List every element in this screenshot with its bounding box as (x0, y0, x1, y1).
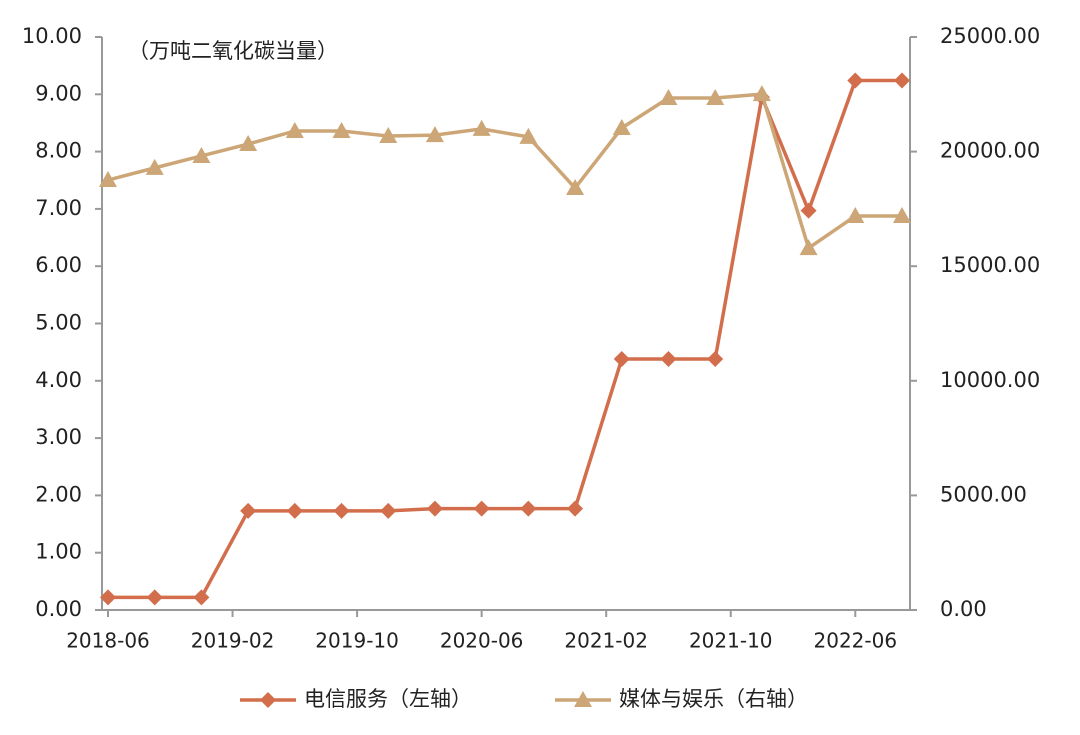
y-tick-label: 3.00 (35, 425, 82, 449)
y-tick-label: 0.00 (35, 597, 82, 621)
marker (893, 207, 911, 224)
marker (146, 589, 163, 606)
marker (799, 239, 818, 256)
marker (612, 118, 631, 135)
legend-label: 媒体与娱乐（右轴） (619, 687, 808, 711)
marker (566, 179, 585, 196)
marker (894, 72, 910, 89)
marker (239, 135, 258, 152)
marker (846, 207, 865, 224)
y-tick-label: 6.00 (35, 253, 82, 277)
marker (286, 502, 303, 519)
marker (752, 85, 771, 102)
marker (473, 500, 490, 517)
marker (332, 121, 351, 138)
marker (847, 72, 864, 89)
marker (145, 158, 164, 175)
y2-tick-label: 10000.00 (940, 368, 1040, 392)
annotation: （万吨二氧化碳当量） (128, 39, 338, 63)
marker (240, 502, 257, 519)
x-tick-label: 2019-02 (191, 629, 275, 653)
x-tick-label: 2020-06 (440, 629, 524, 653)
marker (333, 502, 350, 519)
marker (574, 691, 592, 707)
marker (707, 351, 724, 368)
y2-tick-label: 15000.00 (940, 253, 1040, 277)
y-tick-label: 7.00 (35, 196, 82, 220)
marker (520, 500, 537, 517)
y2-tick-label: 20000.00 (940, 139, 1040, 163)
y-tick-label: 9.00 (35, 81, 82, 105)
marker (285, 121, 304, 138)
y2-tick-label: 0.00 (940, 597, 987, 621)
y-tick-label: 4.00 (35, 368, 82, 392)
marker (379, 127, 398, 144)
legend-label: 电信服务（左轴） (304, 687, 472, 711)
marker (567, 500, 584, 517)
x-tick-label: 2021-02 (564, 629, 648, 653)
marker (659, 88, 678, 105)
x-tick-label: 2019-10 (315, 629, 399, 653)
marker (472, 119, 491, 136)
y-tick-label: 2.00 (35, 482, 82, 506)
marker (425, 126, 444, 143)
series-line (107, 92, 902, 251)
marker (99, 171, 117, 188)
y-tick-label: 5.00 (35, 311, 82, 335)
marker (800, 202, 817, 219)
marker (193, 589, 210, 606)
y2-tick-label: 5000.00 (940, 482, 1027, 506)
y-tick-label: 1.00 (35, 540, 82, 564)
marker (192, 146, 211, 163)
marker (706, 88, 725, 105)
marker (426, 500, 443, 517)
y2-tick-label: 25000.00 (940, 24, 1040, 48)
x-tick-label: 2021-10 (689, 629, 773, 653)
marker (613, 351, 630, 368)
marker (660, 351, 677, 368)
marker (100, 589, 116, 606)
y-tick-label: 10.00 (22, 24, 82, 48)
marker (380, 502, 397, 519)
x-tick-label: 2018-06 (66, 629, 150, 653)
marker (260, 692, 276, 708)
marker (519, 127, 538, 144)
y-tick-label: 8.00 (35, 139, 82, 163)
x-tick-label: 2022-06 (814, 629, 898, 653)
